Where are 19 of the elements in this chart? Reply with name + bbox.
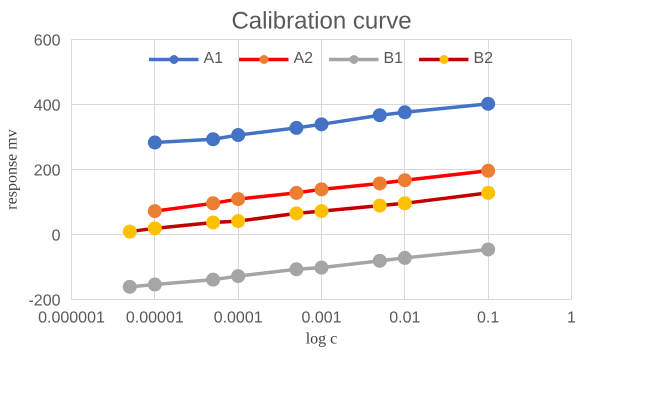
legend-label: A1 bbox=[204, 50, 224, 68]
legend-label: A2 bbox=[294, 50, 314, 68]
x-tick-label: 1 bbox=[567, 310, 576, 326]
y-tick-label: -200 bbox=[28, 292, 61, 310]
y-tick-label: 200 bbox=[34, 162, 61, 180]
x-tick-label: 0.01 bbox=[389, 310, 421, 326]
x-tick-label: 0.1 bbox=[477, 310, 500, 326]
x-tick-label: 0.0001 bbox=[214, 310, 263, 326]
y-axis-title: response mv bbox=[3, 129, 20, 210]
y-tick-label: 0 bbox=[52, 228, 61, 244]
y-tick-label: 400 bbox=[34, 98, 61, 114]
x-tick-label: 0.000001 bbox=[38, 310, 105, 326]
x-tick-label: 0.001 bbox=[301, 310, 342, 326]
chart-title: Calibration curve bbox=[231, 8, 412, 34]
x-tick-label: 0.00001 bbox=[126, 310, 184, 326]
legend-label: B1 bbox=[384, 50, 404, 68]
y-tick-label: 600 bbox=[34, 32, 61, 50]
legend-label: B2 bbox=[474, 50, 494, 68]
x-axis-title: log c bbox=[306, 330, 338, 348]
